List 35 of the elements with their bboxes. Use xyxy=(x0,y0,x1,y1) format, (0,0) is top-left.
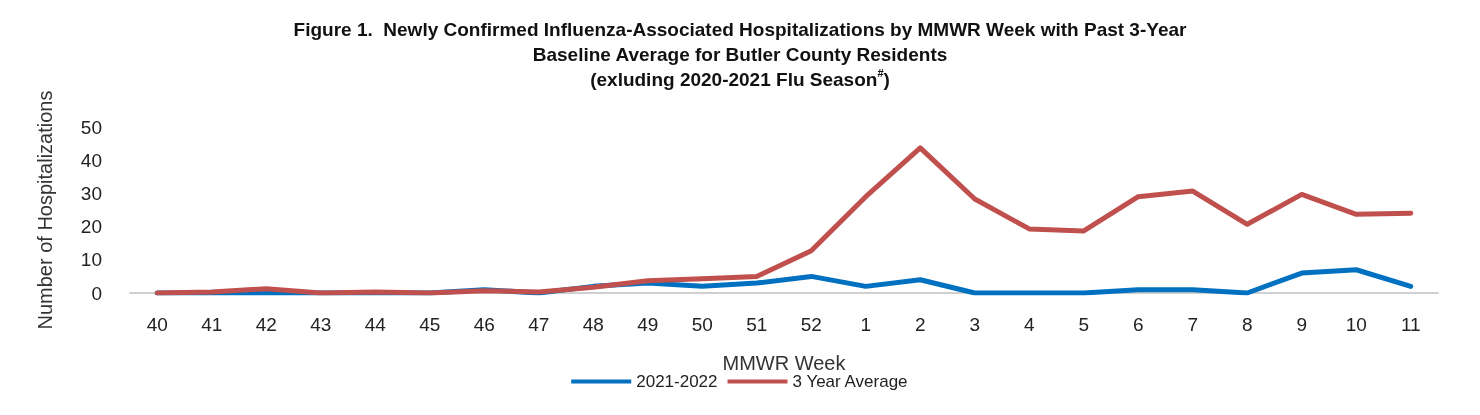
x-tick-label: 52 xyxy=(800,314,822,335)
x-tick-label: 41 xyxy=(201,314,223,335)
x-tick-label: 40 xyxy=(146,314,168,335)
x-tick-label: 6 xyxy=(1132,314,1144,335)
x-tick-label: 42 xyxy=(255,314,277,335)
x-tick-label: 11 xyxy=(1400,314,1421,335)
x-tick-label: 7 xyxy=(1187,314,1199,335)
x-tick-label: 49 xyxy=(637,314,659,335)
legend-label: 3 Year Average xyxy=(792,372,908,391)
y-tick-label: 30 xyxy=(80,182,102,204)
x-tick-label: 1 xyxy=(860,314,872,335)
x-tick-label: 47 xyxy=(528,314,550,335)
x-tick-label: 2 xyxy=(914,314,926,335)
x-tick-label: 3 xyxy=(969,314,981,335)
x-tick-label: 43 xyxy=(310,314,332,335)
x-tick-label: 48 xyxy=(582,314,604,335)
y-tick-label: 0 xyxy=(91,282,102,304)
y-tick-label: 10 xyxy=(80,249,102,271)
x-tick-label: 46 xyxy=(473,314,495,335)
x-tick-label: 5 xyxy=(1078,314,1090,335)
y-tick-label: 20 xyxy=(80,216,102,238)
chart-title: Figure 1. Newly Confirmed Influenza-Associated Hospitalizations by MMWR Week with Past 3-Year Baseline Average for Butler County Residents (exluding 2020-2021 Flu Season#) xyxy=(293,19,1188,90)
x-tick-label: 51 xyxy=(746,314,768,335)
x-tick-label: 50 xyxy=(691,314,713,335)
x-tick-label: 10 xyxy=(1345,314,1367,335)
legend-label: 2021-2022 xyxy=(636,372,718,391)
x-tick-label: 9 xyxy=(1296,314,1308,335)
x-tick-label: 44 xyxy=(364,314,387,335)
x-tick-label: 8 xyxy=(1241,314,1253,335)
x-tick-label: 4 xyxy=(1023,314,1035,335)
x-axis-title: MMWR Week xyxy=(722,352,847,374)
y-tick-label: 50 xyxy=(80,116,102,138)
y-tick-label: 40 xyxy=(80,149,102,171)
x-tick-label: 45 xyxy=(419,314,441,335)
y-axis-title: Number of Hospitalizations xyxy=(34,90,56,330)
